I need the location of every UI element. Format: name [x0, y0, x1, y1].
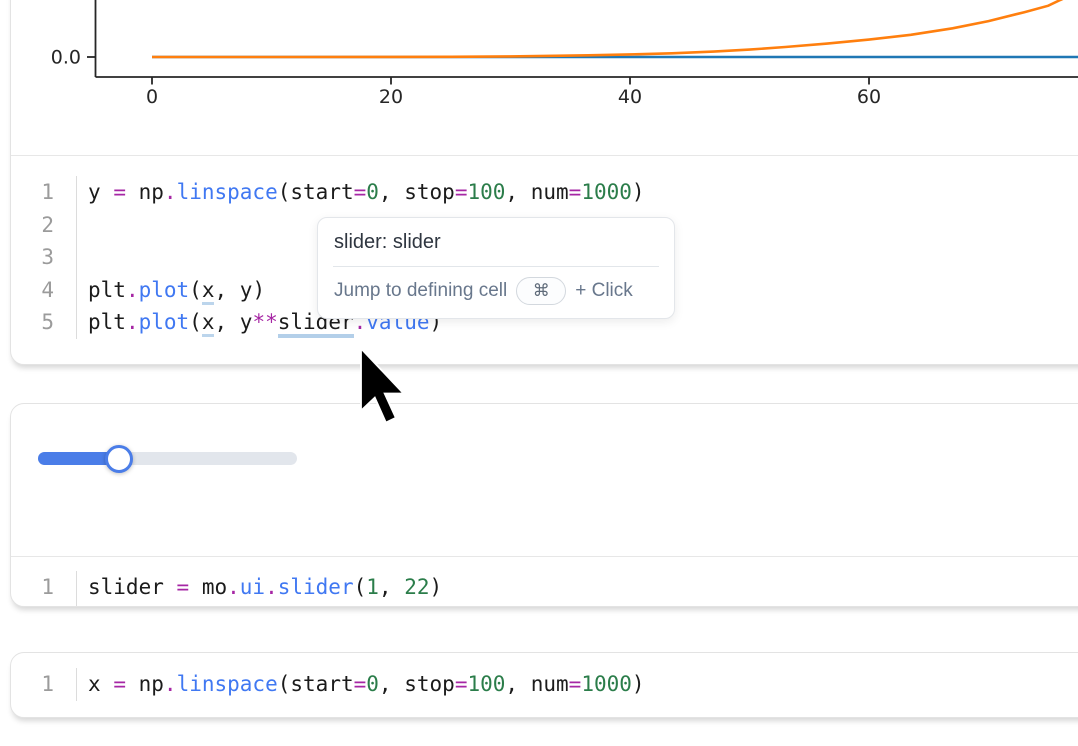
variable-reference[interactable]: x — [201, 310, 215, 337]
line-number: 5 — [11, 306, 77, 339]
command-key-badge: ⌘ — [516, 277, 567, 305]
code-line[interactable]: plt.plot(x, y) — [77, 274, 265, 307]
line-number: 4 — [11, 273, 77, 306]
code-line[interactable]: x = np.linspace(start=0, stop=100, num=1… — [88, 672, 645, 696]
notebook-cell-plot[interactable]: 1 y = np.linspace(start=0, stop=100, num=… — [10, 0, 1078, 365]
code-line-row[interactable]: 3 — [11, 241, 1078, 274]
line-number: 3 — [11, 241, 77, 274]
tooltip-divider — [333, 266, 659, 267]
code-line[interactable]: slider — [77, 604, 164, 607]
code-line-row[interactable]: 1 y = np.linspace(start=0, stop=100, num=… — [11, 176, 1078, 209]
line-number: 1 — [11, 571, 77, 604]
code-editor[interactable]: 1 slider = mo.ui.slider(1, 22) 2slider — [11, 557, 1078, 607]
code-line[interactable] — [77, 241, 88, 274]
tooltip-hint-row: Jump to defining cell ⌘ + Click — [318, 267, 674, 318]
slider-handle[interactable] — [105, 444, 134, 473]
command-key-glyph: ⌘ — [532, 281, 550, 300]
variable-tooltip: slider: slider Jump to defining cell ⌘ +… — [317, 217, 675, 319]
code-line-row[interactable]: 4 plt.plot(x, y) — [11, 273, 1078, 307]
cell-output-slider-area — [11, 444, 1078, 557]
notebook-cell-x[interactable]: 1 x = np.linspace(start=0, stop=100, num=… — [10, 652, 1078, 718]
tooltip-click-text: + Click — [575, 280, 633, 301]
line-number: 2 — [11, 208, 77, 241]
code-line-row[interactable]: 1 slider = mo.ui.slider(1, 22) — [11, 571, 1078, 604]
notebook-cell-slider[interactable]: 1 slider = mo.ui.slider(1, 22) 2slider — [10, 403, 1078, 607]
cell-output-chart-area — [11, 0, 1078, 156]
tooltip-hint-text: Jump to defining cell — [334, 280, 508, 301]
code-editor[interactable]: 1 x = np.linspace(start=0, stop=100, num=… — [11, 653, 1078, 717]
code-line[interactable] — [77, 209, 88, 242]
variable-reference[interactable]: x — [201, 277, 215, 305]
line-number: 1 — [11, 668, 77, 701]
line-number: 2 — [11, 603, 77, 606]
code-line-row[interactable]: 2 — [11, 208, 1078, 242]
code-line-row[interactable]: 1 x = np.linspace(start=0, stop=100, num=… — [11, 668, 1078, 701]
code-editor[interactable]: 1 y = np.linspace(start=0, stop=100, num=… — [11, 156, 1078, 364]
line-number: 1 — [11, 176, 77, 209]
code-line[interactable]: y = np.linspace(start=0, stop=100, num=1… — [88, 180, 645, 204]
tooltip-variable-name: slider: slider — [334, 231, 441, 253]
code-line[interactable]: slider = mo.ui.slider(1, 22) — [88, 575, 443, 599]
slider-track[interactable] — [38, 444, 297, 473]
code-line-row[interactable]: 2slider — [11, 603, 1078, 607]
